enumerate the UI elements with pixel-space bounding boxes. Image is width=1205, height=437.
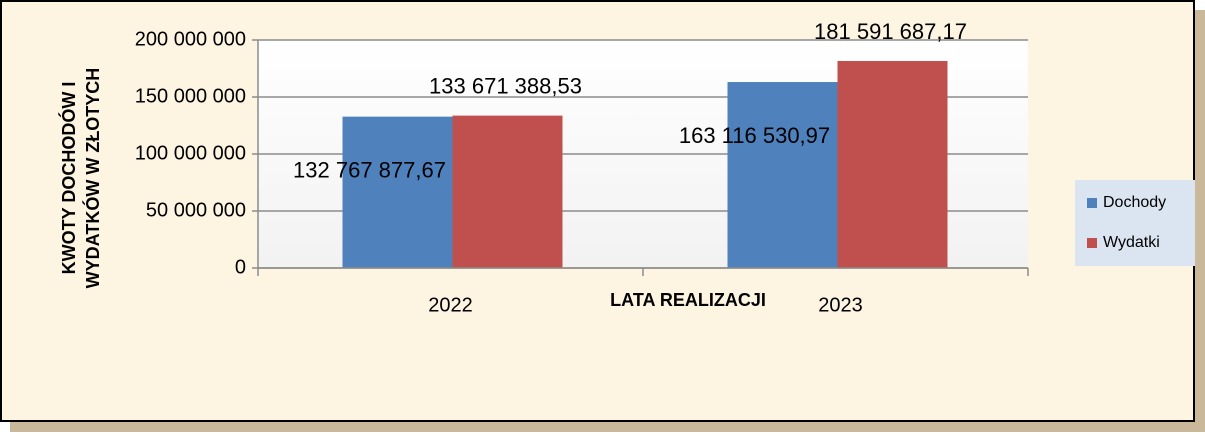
bar	[452, 115, 563, 268]
y-axis-title: KWOTY DOCHODÓW I	[58, 82, 79, 275]
bar	[342, 116, 453, 268]
x-tick-label: 2023	[818, 294, 863, 316]
bar	[727, 82, 838, 269]
y-tick-label: 0	[235, 256, 246, 278]
legend-swatch	[1087, 198, 1097, 208]
y-tick-label: 100 000 000	[135, 142, 246, 164]
y-tick-label: 150 000 000	[135, 85, 246, 107]
legend	[1075, 180, 1195, 266]
value-label: 132 767 877,67	[293, 157, 446, 182]
y-tick-label: 200 000 000	[135, 28, 246, 50]
y-tick-label: 50 000 000	[146, 199, 246, 221]
value-label: 181 591 687,17	[814, 19, 967, 44]
legend-label: Dochody	[1103, 194, 1166, 211]
x-tick-label: 2022	[428, 294, 473, 316]
legend-label: Wydatki	[1103, 234, 1160, 251]
legend-swatch	[1087, 238, 1097, 248]
x-axis-title: LATA REALIZACJI	[610, 290, 766, 310]
y-axis-title: WYDATKÓW W ZŁOTYCH	[82, 68, 103, 289]
value-label: 163 116 530,97	[679, 123, 830, 148]
value-label: 133 671 388,53	[429, 73, 582, 98]
bar	[837, 60, 948, 269]
